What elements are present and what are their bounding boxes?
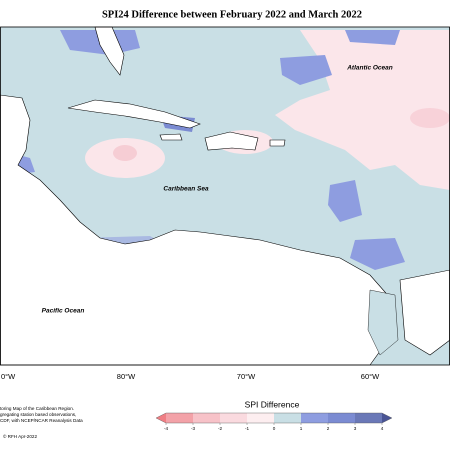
legend: SPI Difference -4 -3 -2 -1 0 1 2 3 4	[155, 399, 393, 431]
pink-patch	[113, 145, 137, 161]
colorbar-tick-label: 3	[354, 426, 357, 431]
blue-patch	[280, 55, 332, 85]
colorbar-tick-label: 0	[273, 426, 276, 431]
map: Atlantic Ocean Caribbean Sea Pacific Oce…	[0, 26, 450, 381]
longitude-label: 80°W	[117, 372, 136, 381]
colorbar-tick-label: -4	[164, 426, 169, 431]
land	[399, 269, 450, 356]
colorbar-tick-label: 1	[300, 426, 303, 431]
ocean-label: Caribbean Sea	[163, 186, 209, 193]
blue-patch	[328, 180, 362, 222]
colorbar-segment	[247, 413, 274, 423]
longitude-label: 0°W	[1, 372, 16, 381]
map-title: SPI24 Difference between February 2022 a…	[102, 9, 362, 20]
colorbar-tick-label: -3	[191, 426, 196, 431]
longitude-label: 70°W	[237, 372, 256, 381]
footnote: gregating station based observations,	[0, 412, 76, 417]
guyana-coast	[367, 289, 399, 356]
blue-patch	[345, 30, 400, 45]
colorbar-segment	[193, 413, 220, 423]
legend-title: SPI Difference	[245, 399, 300, 409]
blue-patch	[350, 238, 405, 270]
colorbar-segment	[166, 413, 193, 423]
jamaica	[159, 133, 183, 141]
colorbar-segment	[220, 413, 247, 423]
colorbar-tick-label: 2	[327, 426, 330, 431]
colorbar-tick-label: -2	[218, 426, 223, 431]
colorbar-segment	[274, 413, 301, 423]
puerto-rico	[269, 139, 286, 147]
longitude-label: 60°W	[361, 372, 380, 381]
ocean-label: Atlantic Ocean	[346, 65, 393, 72]
pink-patch	[410, 108, 450, 128]
colorbar-segment	[355, 413, 382, 423]
copyright: © RFH Apr-2022	[3, 433, 37, 439]
colorbar-arrow	[382, 413, 392, 423]
colorbar-segment	[301, 413, 328, 423]
ocean-label: Pacific Ocean	[42, 308, 85, 315]
pink-patch	[275, 30, 450, 190]
footnote: CDF, with NCEP/NCAR Reanalysis Data	[0, 418, 83, 423]
cuba	[67, 99, 201, 129]
hispaniola	[204, 131, 259, 151]
colorbar-segment	[328, 413, 355, 423]
colorbar-arrow	[156, 413, 166, 423]
colorbar-tick-label: 4	[381, 426, 384, 431]
colorbar-tick-label: -1	[245, 426, 250, 431]
footnote: toring Map of the Caribbean Region.	[0, 406, 74, 411]
